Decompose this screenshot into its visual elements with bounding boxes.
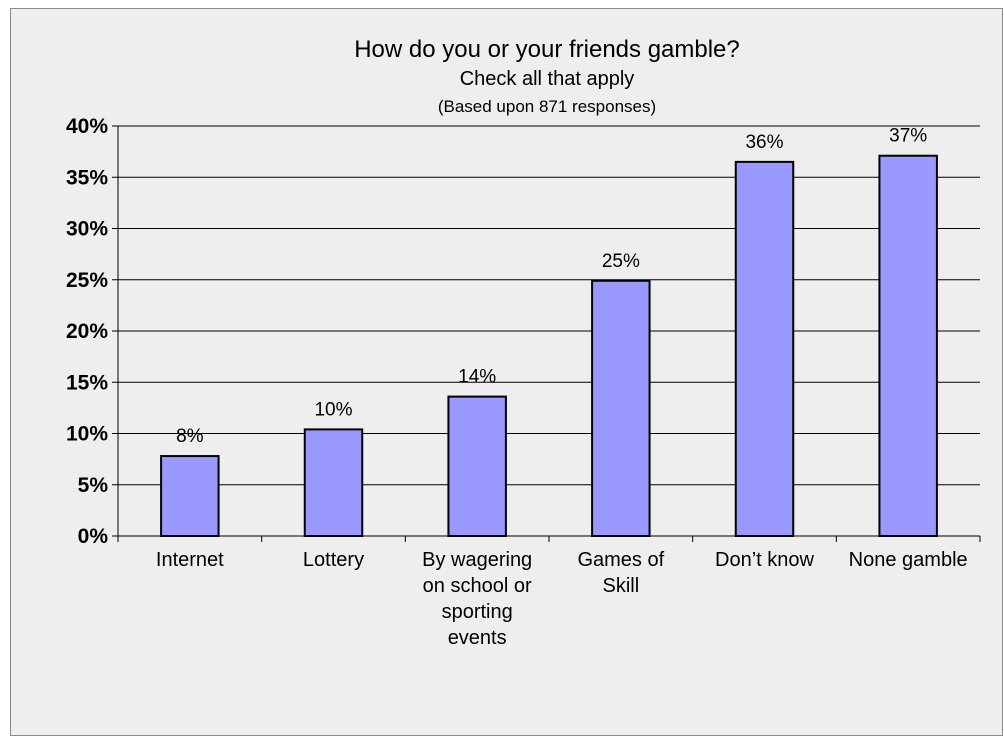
data-label: 36% xyxy=(745,132,783,153)
y-tick-label: 0% xyxy=(78,525,109,548)
chart-title: How do you or your friends gamble? xyxy=(354,36,740,63)
y-tick-label: 30% xyxy=(66,218,108,241)
y-tick-label: 10% xyxy=(66,423,108,446)
data-label: 8% xyxy=(176,426,204,447)
x-tick-label: By wagering on school or sporting events xyxy=(422,549,532,649)
y-tick-label: 40% xyxy=(66,115,108,138)
y-tick-label: 15% xyxy=(66,371,108,394)
bar xyxy=(160,455,220,537)
x-tick-label: Don’t know xyxy=(715,549,814,571)
y-tick-label: 35% xyxy=(66,166,108,189)
y-tick-label: 5% xyxy=(78,474,109,497)
bars xyxy=(160,154,938,537)
bar-chart: How do you or your friends gamble? Check… xyxy=(66,36,981,649)
chart-note: (Based upon 871 responses) xyxy=(438,97,656,116)
bar xyxy=(734,160,795,537)
axes xyxy=(112,125,981,542)
x-tick-label: None gamble xyxy=(849,549,968,571)
data-label: 14% xyxy=(458,367,496,388)
x-tick-label: Internet xyxy=(156,549,224,571)
bar xyxy=(591,279,651,537)
y-tick-label: 20% xyxy=(66,320,108,343)
chart-frame: How do you or your friends gamble? Check… xyxy=(10,8,1003,736)
x-tick-label: Lottery xyxy=(303,549,364,571)
data-label: 37% xyxy=(889,126,927,147)
bar xyxy=(878,154,938,537)
gridlines xyxy=(118,125,980,486)
bar xyxy=(303,428,364,537)
x-tick-label: Games of Skill xyxy=(577,549,664,597)
bar xyxy=(447,395,507,537)
chart-subtitle: Check all that apply xyxy=(460,68,635,90)
y-tick-label: 25% xyxy=(66,269,108,292)
data-label: 10% xyxy=(314,399,352,420)
data-label: 25% xyxy=(602,251,640,272)
labels: 0% 5% 10% 15% 20% 25% 30% 35% 40% 8% Internet 10% Lo… xyxy=(66,115,968,649)
